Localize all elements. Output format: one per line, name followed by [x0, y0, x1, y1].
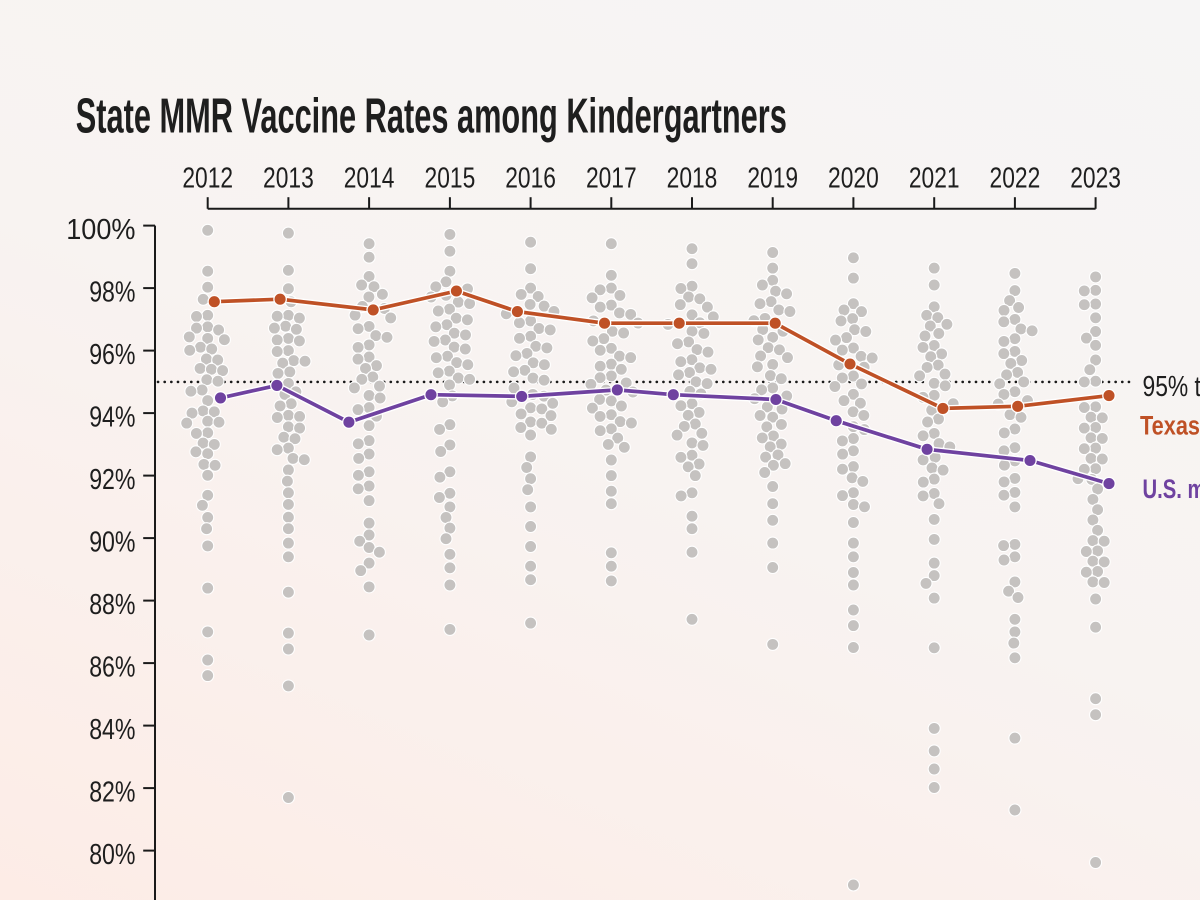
svg-text:Texas: Texas	[1140, 411, 1200, 441]
svg-text:94%: 94%	[89, 401, 135, 433]
svg-text:2017: 2017	[586, 163, 637, 195]
svg-text:2022: 2022	[990, 163, 1041, 195]
svg-text:2013: 2013	[263, 163, 314, 195]
svg-text:2014: 2014	[344, 163, 395, 195]
svg-text:2018: 2018	[667, 163, 718, 195]
svg-text:80%: 80%	[89, 839, 135, 871]
svg-text:2019: 2019	[747, 163, 798, 195]
svg-text:U.S. median: U.S. median	[1143, 474, 1200, 504]
svg-text:2021: 2021	[909, 163, 960, 195]
svg-text:82%: 82%	[89, 776, 135, 808]
svg-text:86%: 86%	[89, 651, 135, 683]
svg-text:2023: 2023	[1070, 163, 1121, 195]
svg-text:2020: 2020	[828, 163, 879, 195]
svg-text:95% threshold: 95% threshold	[1143, 371, 1200, 403]
svg-text:2015: 2015	[425, 163, 476, 195]
svg-text:96%: 96%	[89, 339, 135, 371]
svg-text:2016: 2016	[505, 163, 556, 195]
svg-text:State MMR Vaccine Rates among: State MMR Vaccine Rates among Kindergart…	[76, 89, 787, 144]
svg-text:92%: 92%	[89, 464, 135, 496]
svg-text:88%: 88%	[89, 589, 135, 621]
svg-text:2012: 2012	[182, 163, 233, 195]
svg-text:84%: 84%	[89, 714, 135, 746]
svg-text:98%: 98%	[89, 276, 135, 308]
svg-text:100%: 100%	[66, 214, 135, 246]
svg-text:90%: 90%	[89, 526, 135, 558]
